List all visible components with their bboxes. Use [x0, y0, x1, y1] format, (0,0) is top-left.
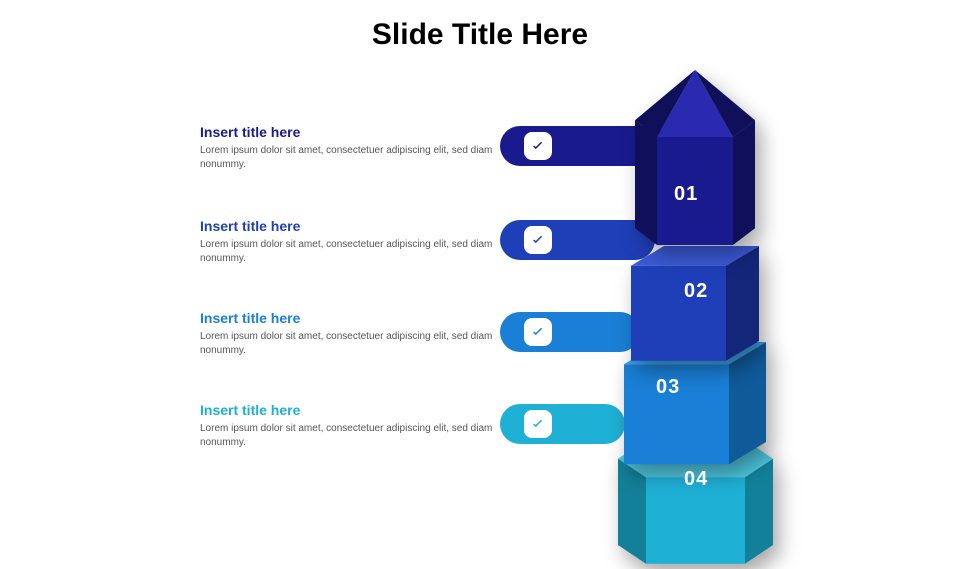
stack-block-1 [635, 70, 755, 250]
check-icon [524, 318, 552, 346]
pill-4 [500, 404, 625, 444]
item-body-2: Lorem ipsum dolor sit amet, consectetuer… [200, 238, 500, 265]
check-icon [524, 132, 552, 160]
item-title-4: Insert title here [200, 402, 500, 418]
item-text-2: Insert title here Lorem ipsum dolor sit a… [200, 218, 500, 265]
block-number-4: 04 [684, 468, 708, 491]
item-body-1: Lorem ipsum dolor sit amet, consectetuer… [200, 144, 500, 171]
item-title-2: Insert title here [200, 218, 500, 234]
item-text-4: Insert title here Lorem ipsum dolor sit a… [200, 402, 500, 449]
stack-block-2 [631, 246, 759, 366]
check-icon [524, 410, 552, 438]
page-title: Slide Title Here [0, 18, 960, 52]
item-text-1: Insert title here Lorem ipsum dolor sit a… [200, 124, 500, 171]
pill-3 [500, 312, 640, 352]
item-title-3: Insert title here [200, 310, 500, 326]
block-number-2: 02 [684, 280, 708, 303]
check-icon [524, 226, 552, 254]
block-number-1: 01 [674, 183, 698, 206]
item-body-4: Lorem ipsum dolor sit amet, consectetuer… [200, 422, 500, 449]
block-number-3: 03 [656, 376, 680, 399]
item-body-3: Lorem ipsum dolor sit amet, consectetuer… [200, 330, 500, 357]
item-title-1: Insert title here [200, 124, 500, 140]
item-text-3: Insert title here Lorem ipsum dolor sit a… [200, 310, 500, 357]
